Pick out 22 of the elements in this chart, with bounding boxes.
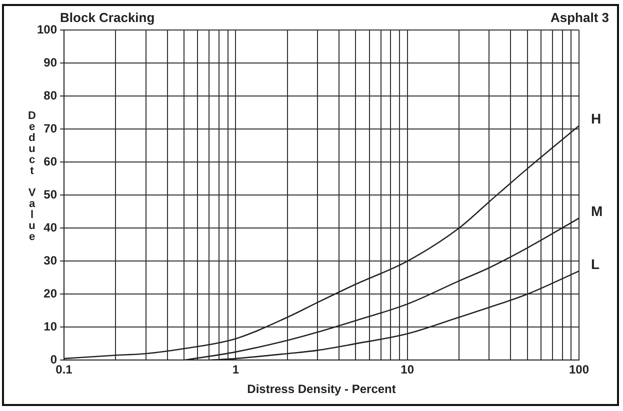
y-tick-label: 80 [44, 88, 58, 102]
y-tick-label: 90 [44, 55, 58, 70]
x-axis-title: Distress Density - Percent [247, 382, 396, 396]
x-tick-label: 1 [232, 362, 240, 377]
y-tick-label: 20 [44, 286, 58, 300]
y-tick-label: 10 [44, 319, 58, 334]
y-tick-label: 50 [44, 187, 58, 202]
series-label: L [591, 256, 600, 272]
y-axis-title: Deduct Value [26, 110, 38, 242]
y-tick-label: 30 [44, 253, 58, 268]
chart-subtitle: Asphalt 3 [550, 10, 609, 25]
y-tick-label: 40 [44, 220, 58, 234]
series-label: H [591, 110, 602, 127]
y-tick-label: 70 [44, 121, 58, 136]
x-tick-label: 100 [568, 362, 590, 377]
x-tick-label: 10 [400, 362, 414, 377]
series-label: M [591, 203, 603, 220]
y-tick-label: 0 [50, 352, 58, 367]
y-tick-label: 100 [36, 22, 58, 36]
x-tick-label: 0.1 [56, 362, 73, 377]
y-tick-label: 60 [44, 154, 58, 168]
chart-title: Block Cracking [60, 10, 155, 25]
